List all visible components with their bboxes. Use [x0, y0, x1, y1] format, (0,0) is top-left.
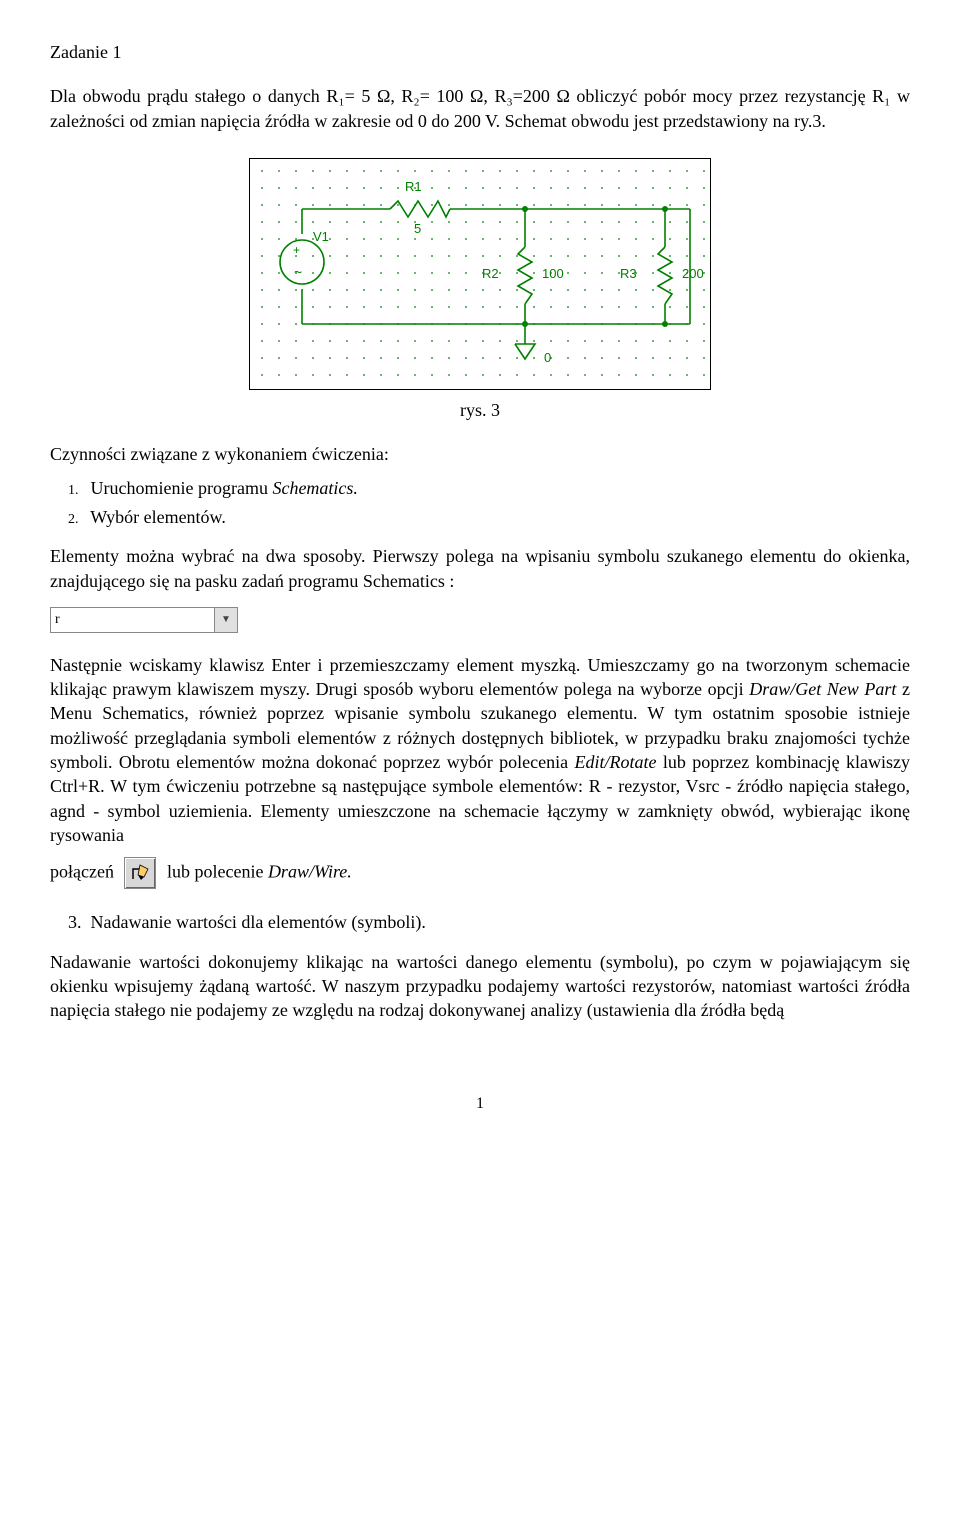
svg-text:5: 5 [414, 221, 421, 236]
chevron-down-icon[interactable]: ▼ [214, 608, 237, 632]
svg-text:0: 0 [544, 350, 551, 365]
svg-text:+: + [293, 243, 300, 257]
paragraph-intro: Dla obwodu prądu stałego o danych R₁= 5 … [50, 84, 910, 133]
list-number: 2. [68, 511, 86, 530]
text-connections: połączeń [50, 862, 114, 882]
list-text-plain: Uruchomienie programu [91, 478, 273, 498]
paragraph-activities: Czynności związane z wykonaniem ćwiczeni… [50, 442, 910, 466]
list-item-2: 2. Wybór elementów. [68, 505, 910, 530]
list-number: 3. [68, 910, 86, 934]
svg-text:~: ~ [294, 264, 302, 280]
svg-text:200: 200 [682, 266, 704, 281]
dropdown-row: ▼ [50, 605, 910, 633]
svg-text:R3: R3 [620, 266, 637, 281]
paragraph-methods: Elementy można wybrać na dwa sposoby. Pi… [50, 544, 910, 593]
list-number: 1. [68, 482, 86, 501]
list-text-italic: Schematics. [272, 478, 357, 498]
circuit-figure: + ~ V1 R1 5 [50, 158, 910, 390]
list-item-3: 3. Nadawanie wartości dla elementów (sym… [68, 910, 910, 934]
part-symbol-input[interactable] [51, 608, 214, 632]
wire-icon-row: połączeń lub polecenie Draw/Wire. [50, 857, 910, 889]
page-number: 1 [50, 1093, 910, 1115]
paragraph-values: Nadawanie wartości dokonujemy klikając n… [50, 950, 910, 1023]
text-italic: Edit/Rotate [575, 752, 657, 772]
figure-caption: rys. 3 [50, 398, 910, 422]
circuit-schematic: + ~ V1 R1 5 [249, 158, 711, 390]
svg-text:100: 100 [542, 266, 564, 281]
svg-text:R1: R1 [405, 179, 422, 194]
text-italic: Draw/Wire. [268, 862, 352, 882]
list-text: Wybór elementów. [90, 507, 226, 527]
draw-wire-icon[interactable] [124, 857, 156, 889]
text-segment: lub polecenie [167, 862, 268, 882]
svg-text:V1: V1 [313, 229, 329, 244]
list-item-1: 1. Uruchomienie programu Schematics. [68, 476, 910, 501]
list-text: Nadawanie wartości dla elementów (symbol… [91, 912, 426, 932]
text-italic: Draw/Get New Part [749, 679, 896, 699]
paragraph-main: Następnie wciskamy klawisz Enter i przem… [50, 653, 910, 847]
svg-text:R2: R2 [482, 266, 499, 281]
part-symbol-dropdown[interactable]: ▼ [50, 607, 238, 633]
task-title: Zadanie 1 [50, 40, 910, 64]
